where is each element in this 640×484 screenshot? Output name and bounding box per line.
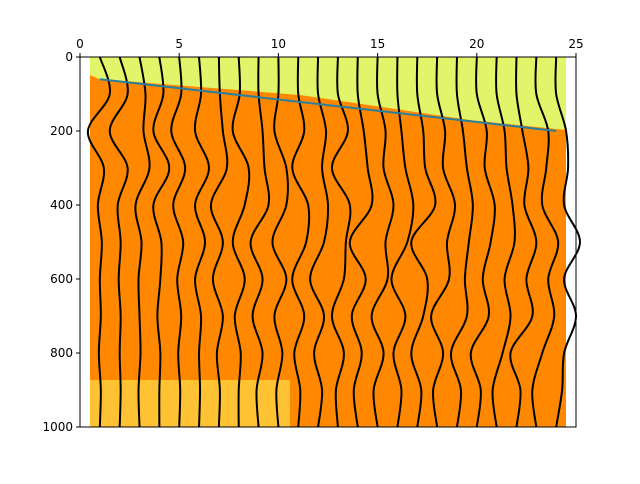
trace [152,56,171,428]
trace [249,56,271,428]
trace [86,56,111,428]
trace [170,56,187,428]
trace [554,56,581,428]
trace [469,56,496,428]
trace [390,56,415,428]
y-tick-label: 600 [50,272,73,286]
trace [410,56,437,428]
trace [509,56,538,428]
x-tick-label: 20 [469,37,484,51]
trace [370,56,395,428]
trace [491,56,516,428]
x-tick-label: 5 [175,37,183,51]
trace [209,56,229,428]
y-tick-label: 400 [50,198,73,212]
y-tick-label: 0 [65,50,73,64]
trace [309,56,330,428]
pre-arrival-zone [90,57,566,130]
trace [134,56,151,428]
y-tick-label: 800 [50,346,73,360]
first-break-line [99,78,557,132]
trace [330,56,352,428]
trace [430,56,456,428]
trace [231,56,251,428]
plot-frame [79,56,577,428]
x-tick-label: 15 [370,37,385,51]
trace [291,56,311,428]
x-tick-label: 0 [76,37,84,51]
trace [531,56,560,428]
y-tick-label: 1000 [42,420,73,434]
y-tick-label: 200 [50,124,73,138]
trace [193,56,210,428]
trace [108,56,129,428]
trace [271,56,289,428]
x-tick-label: 10 [271,37,286,51]
x-tick-label: 25 [568,37,583,51]
trace [348,56,374,428]
